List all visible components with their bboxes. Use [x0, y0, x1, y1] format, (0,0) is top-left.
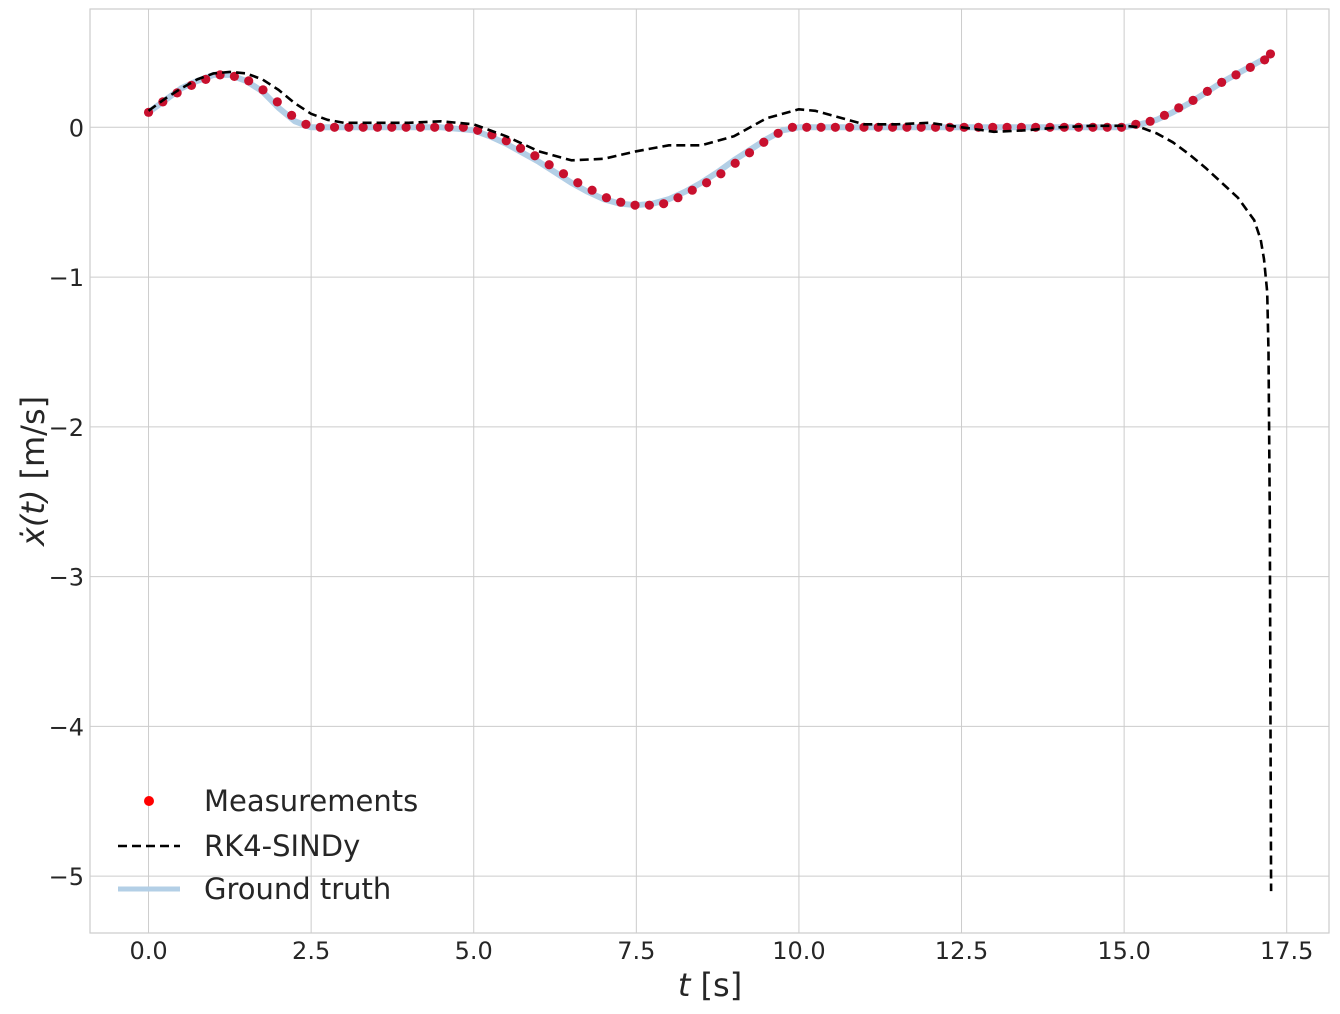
measurement-point [501, 136, 511, 146]
legend-marker-measurements [144, 796, 154, 806]
y-tick-label: 0 [69, 114, 84, 142]
measurement-point [1217, 77, 1227, 87]
measurement-point [644, 200, 654, 210]
measurement-point [730, 158, 740, 168]
y-tick-label: −5 [49, 863, 84, 891]
measurement-point [1102, 122, 1112, 132]
legend-item-rk4-sindy: RK4-SINDy [118, 829, 360, 863]
measurement-point [1260, 55, 1270, 65]
measurement-point [1188, 95, 1198, 105]
measurement-point [558, 169, 569, 179]
plot-background [90, 9, 1329, 933]
measurement-point [630, 200, 640, 210]
y-axis-unit: [m/s] [14, 396, 52, 490]
measurement-point [401, 122, 411, 132]
measurement-point [1245, 62, 1255, 73]
measurement-point [415, 122, 425, 132]
x-tick-label: 7.5 [617, 937, 655, 965]
measurement-point [716, 169, 726, 179]
measurement-point [172, 88, 182, 98]
measurement-point [759, 137, 769, 147]
y-tick-labels: 0 −1 −2 −3 −4 −5 [49, 114, 84, 891]
measurement-point [1159, 110, 1170, 120]
measurement-point [473, 125, 483, 135]
x-tick-label: 5.0 [455, 937, 493, 965]
x-tick-label: 2.5 [292, 937, 330, 965]
x-tick-label: 17.5 [1260, 937, 1313, 965]
measurement-point [816, 122, 826, 132]
measurement-point [687, 185, 697, 195]
measurement-point [773, 128, 783, 138]
measurement-point [587, 185, 597, 195]
x-tick-labels: 0.0 2.5 5.0 7.5 10.0 12.5 15.0 17.5 [129, 937, 1313, 965]
legend-label-ground-truth: Ground truth [204, 872, 391, 906]
measurement-point [315, 122, 325, 132]
measurement-point [830, 122, 840, 132]
plot-frame [89, 8, 1330, 934]
measurement-point [1002, 122, 1012, 132]
y-tick-label: −3 [49, 564, 84, 592]
measurement-point [1265, 49, 1276, 59]
x-tick-label: 0.0 [129, 937, 167, 965]
measurement-point [358, 122, 368, 132]
measurement-point [530, 151, 540, 161]
measurement-point [258, 85, 268, 95]
measurement-point [244, 76, 254, 86]
measurement-point [287, 110, 297, 120]
y-tick-label: −2 [49, 414, 84, 442]
measurement-point [673, 193, 683, 203]
x-axis-label: t [s] [678, 966, 742, 1004]
measurement-point [1174, 103, 1184, 113]
measurement-point [787, 122, 798, 132]
legend-label-measurements: Measurements [204, 784, 418, 818]
measurement-point [272, 97, 282, 107]
measurement-point [430, 122, 440, 132]
measurement-point [659, 199, 669, 209]
y-tick-label: −4 [49, 713, 84, 741]
measurement-point [1088, 122, 1098, 132]
measurement-point [329, 122, 340, 132]
legend-item-measurements: Measurements [144, 784, 418, 818]
grid [90, 9, 1329, 933]
measurement-point [387, 122, 397, 132]
measurement-point [444, 122, 454, 132]
measurement-point [701, 178, 712, 188]
x-axis-unit: [s] [690, 966, 742, 1004]
measurement-point [1202, 86, 1212, 96]
measurement-point [744, 148, 755, 158]
y-tick-label: −1 [49, 264, 84, 292]
legend-item-ground-truth: Ground truth [118, 872, 391, 906]
measurement-point [229, 71, 239, 81]
measurement-point [802, 122, 812, 132]
measurement-point [616, 197, 626, 207]
x-tick-label: 12.5 [935, 937, 988, 965]
x-tick-label: 10.0 [772, 937, 825, 965]
measurement-point [515, 143, 526, 153]
series-layer [143, 49, 1276, 892]
measurement-point [845, 122, 855, 132]
x-axis-variable: t [678, 966, 692, 1004]
y-axis-variable: ẋ(t) [14, 490, 52, 547]
measurement-point [1231, 70, 1241, 80]
x-tick-label: 15.0 [1097, 937, 1150, 965]
measurement-point [1145, 116, 1155, 126]
measurement-point [458, 122, 468, 132]
measurement-point [301, 119, 311, 129]
y-axis-label: ẋ(t) [m/s] [14, 396, 52, 547]
legend: Measurements RK4-SINDy Ground truth [118, 784, 418, 906]
measurement-point [344, 122, 354, 132]
measurement-point [544, 160, 554, 170]
series-line-rk4-sindy [147, 70, 1273, 892]
measurement-point [1116, 122, 1127, 132]
legend-label-rk4-sindy: RK4-SINDy [204, 829, 360, 863]
measurement-point [601, 193, 612, 203]
measurement-point [372, 122, 383, 132]
measurement-point [573, 178, 583, 188]
measurement-point [916, 122, 926, 132]
measurement-point [988, 122, 998, 132]
